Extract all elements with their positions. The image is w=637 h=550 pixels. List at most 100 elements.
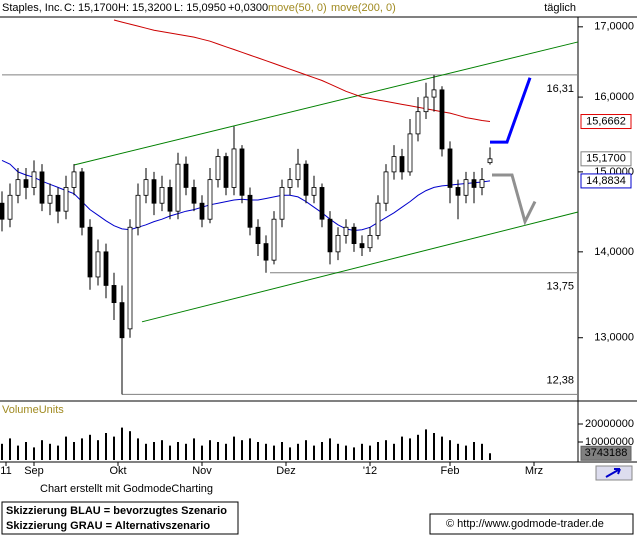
candle-body	[471, 179, 477, 188]
candle-body	[399, 156, 405, 173]
volume-bar	[193, 438, 195, 460]
volume-bar	[241, 440, 243, 460]
x-tick-label: Mrz	[525, 465, 543, 477]
volume-bar	[345, 445, 347, 460]
candle-body	[279, 187, 285, 220]
candle-body	[263, 243, 269, 261]
candle-body	[119, 302, 125, 339]
candle-body	[183, 163, 189, 188]
volume-bar	[489, 453, 491, 460]
candle-body	[295, 163, 301, 181]
volume-bar	[97, 440, 99, 460]
x-tick-label: Dez	[276, 465, 296, 477]
volume-bar	[153, 442, 155, 460]
candle-body	[311, 187, 317, 196]
volume-bar	[289, 447, 291, 460]
volume-bar	[57, 445, 59, 460]
volume-bar	[49, 443, 51, 460]
candle-body	[23, 179, 29, 188]
volume-bar	[433, 433, 435, 460]
price-tag-label: 14,8834	[586, 175, 626, 187]
candle-body	[175, 163, 181, 212]
candle-body	[487, 158, 493, 164]
candle-body	[415, 111, 421, 135]
volume-bar	[417, 434, 419, 460]
volume-bar	[33, 447, 35, 460]
candle-body	[191, 187, 197, 204]
volume-bar	[441, 436, 443, 460]
volume-bar	[161, 440, 163, 460]
candle-body	[215, 156, 221, 181]
x-tick-label: Feb	[441, 465, 460, 477]
candle-body	[447, 148, 453, 188]
volume-bar	[1, 443, 3, 460]
candle-body	[255, 226, 261, 244]
volume-bar	[225, 443, 227, 460]
volume-bar	[377, 442, 379, 460]
candle-body	[319, 187, 325, 220]
volume-bar	[297, 443, 299, 460]
volume-bar	[313, 445, 315, 460]
candle-body	[423, 96, 429, 113]
level-label: 12,38	[546, 374, 574, 386]
volume-bar	[249, 438, 251, 460]
chart-title: Staples, Inc.	[2, 2, 63, 14]
volume-bar	[401, 436, 403, 460]
volume-bar	[121, 427, 123, 460]
candle-body	[31, 171, 37, 188]
volume-bar	[9, 438, 11, 460]
candle-body	[335, 235, 341, 253]
candle-body	[159, 187, 165, 204]
level-label: 16,31	[546, 83, 574, 95]
candle-body	[455, 187, 461, 196]
legend-box	[1, 501, 239, 535]
volume-bar	[457, 443, 459, 460]
volume-bar	[481, 443, 483, 460]
legend-entry: move(50, 0)	[268, 2, 327, 14]
candle-body	[135, 194, 141, 228]
volume-bar	[361, 443, 363, 460]
volume-bar	[137, 438, 139, 460]
volume-tag-label: 3743188	[585, 447, 628, 459]
volume-bar	[17, 445, 19, 460]
candle-body	[287, 179, 293, 188]
x-tick-label: 11	[0, 465, 11, 477]
y-tick-label: 16,0000	[594, 91, 634, 103]
legend-entry: move(200, 0)	[331, 2, 396, 14]
volume-bar	[329, 438, 331, 460]
volume-bar	[305, 440, 307, 460]
volume-bar	[217, 442, 219, 460]
volume-bar	[177, 442, 179, 460]
y-tick-label: 17,0000	[594, 21, 634, 33]
volume-tick-label: 10000000	[585, 436, 634, 448]
volume-bar	[353, 447, 355, 460]
volume-bar	[81, 438, 83, 460]
candle-body	[391, 156, 397, 173]
volume-bar	[201, 445, 203, 460]
volume-bar	[145, 443, 147, 460]
volume-bar	[385, 440, 387, 460]
candle-body	[271, 218, 277, 261]
price-tag	[580, 114, 632, 130]
volume-bar	[257, 442, 259, 460]
candle-body	[327, 218, 333, 253]
volume-tick-label: 20000000	[585, 418, 634, 430]
volume-bar	[473, 442, 475, 460]
trendline	[141, 211, 579, 323]
candle-body	[351, 226, 357, 244]
volume-bar	[393, 443, 395, 460]
candle-body	[303, 163, 309, 196]
volume-bar	[209, 440, 211, 460]
header-close: C: 15,1700	[64, 2, 118, 14]
candle-body	[79, 171, 85, 228]
candle-body	[143, 179, 149, 196]
x-tick-label: Sep	[24, 465, 44, 477]
x-tick-label: Nov	[192, 465, 212, 477]
candle-body	[247, 194, 253, 228]
trendline	[73, 41, 579, 166]
price-tag	[580, 151, 632, 167]
candle-body	[367, 235, 373, 249]
candle-body	[207, 179, 213, 220]
